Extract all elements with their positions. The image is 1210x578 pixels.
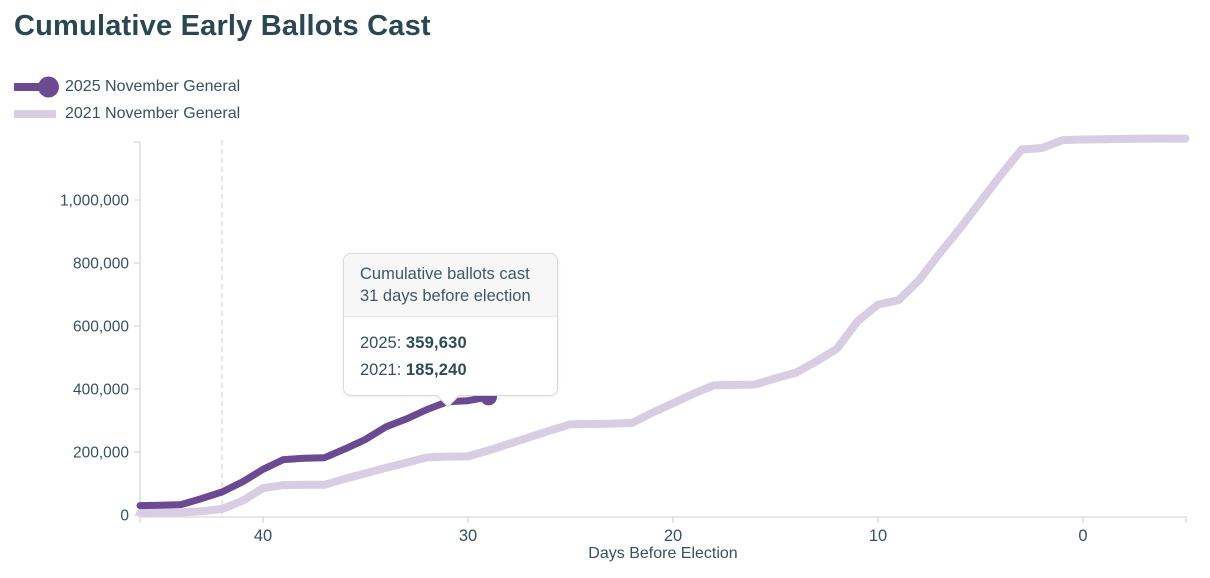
y-tick-label: 400,000 [73, 382, 129, 399]
legend: 2025 November General 2021 November Gene… [14, 76, 241, 123]
tooltip-title-line2: 31 days before election [360, 287, 531, 305]
y-tick-label: 600,000 [73, 319, 129, 336]
chart-tooltip: Cumulative ballots cast 31 days before e… [343, 253, 558, 407]
y-tick-label: 1,000,000 [60, 193, 129, 210]
legend-label-2021: 2021 November General [65, 105, 241, 122]
legend-line-icon [14, 110, 56, 118]
tooltip-body: 2025: 359,630 2021: 185,240 [344, 317, 557, 395]
tooltip-row-2021-value: 185,240 [405, 361, 467, 379]
x-tick-label: 30 [459, 527, 477, 545]
y-tick-label: 200,000 [73, 445, 129, 462]
tooltip-row-2025-value: 359,630 [405, 334, 467, 352]
x-tick-label: 10 [869, 527, 887, 545]
x-axis-title: Days Before Election [588, 545, 738, 562]
x-tick-label: 0 [1078, 527, 1087, 545]
series-line-2025 [136, 393, 492, 510]
y-tick-label: 800,000 [73, 256, 129, 273]
page-title: Cumulative Early Ballots Cast [14, 10, 431, 42]
legend-item-2021[interactable]: 2021 November General [14, 105, 240, 123]
tooltip-row-2025: 2025: 359,630 [360, 330, 541, 357]
x-tick-label: 20 [664, 527, 682, 545]
legend-line-dot-icon [14, 76, 59, 98]
tooltip-row-2025-label: 2025: [360, 334, 402, 352]
tooltip-row-2021: 2021: 185,240 [360, 357, 541, 384]
legend-label-2025: 2025 November General [65, 78, 241, 95]
x-tick-label: 40 [254, 527, 272, 545]
legend-item-2025[interactable]: 2025 November General [14, 76, 241, 98]
series-line-2021 [136, 134, 1190, 518]
y-tick-label: 0 [120, 508, 129, 525]
tooltip-row-2021-label: 2021: [360, 361, 402, 379]
tooltip-title-line1: Cumulative ballots cast [360, 265, 530, 283]
legend-dot-icon [38, 76, 59, 98]
tooltip-header: Cumulative ballots cast 31 days before e… [344, 254, 557, 317]
